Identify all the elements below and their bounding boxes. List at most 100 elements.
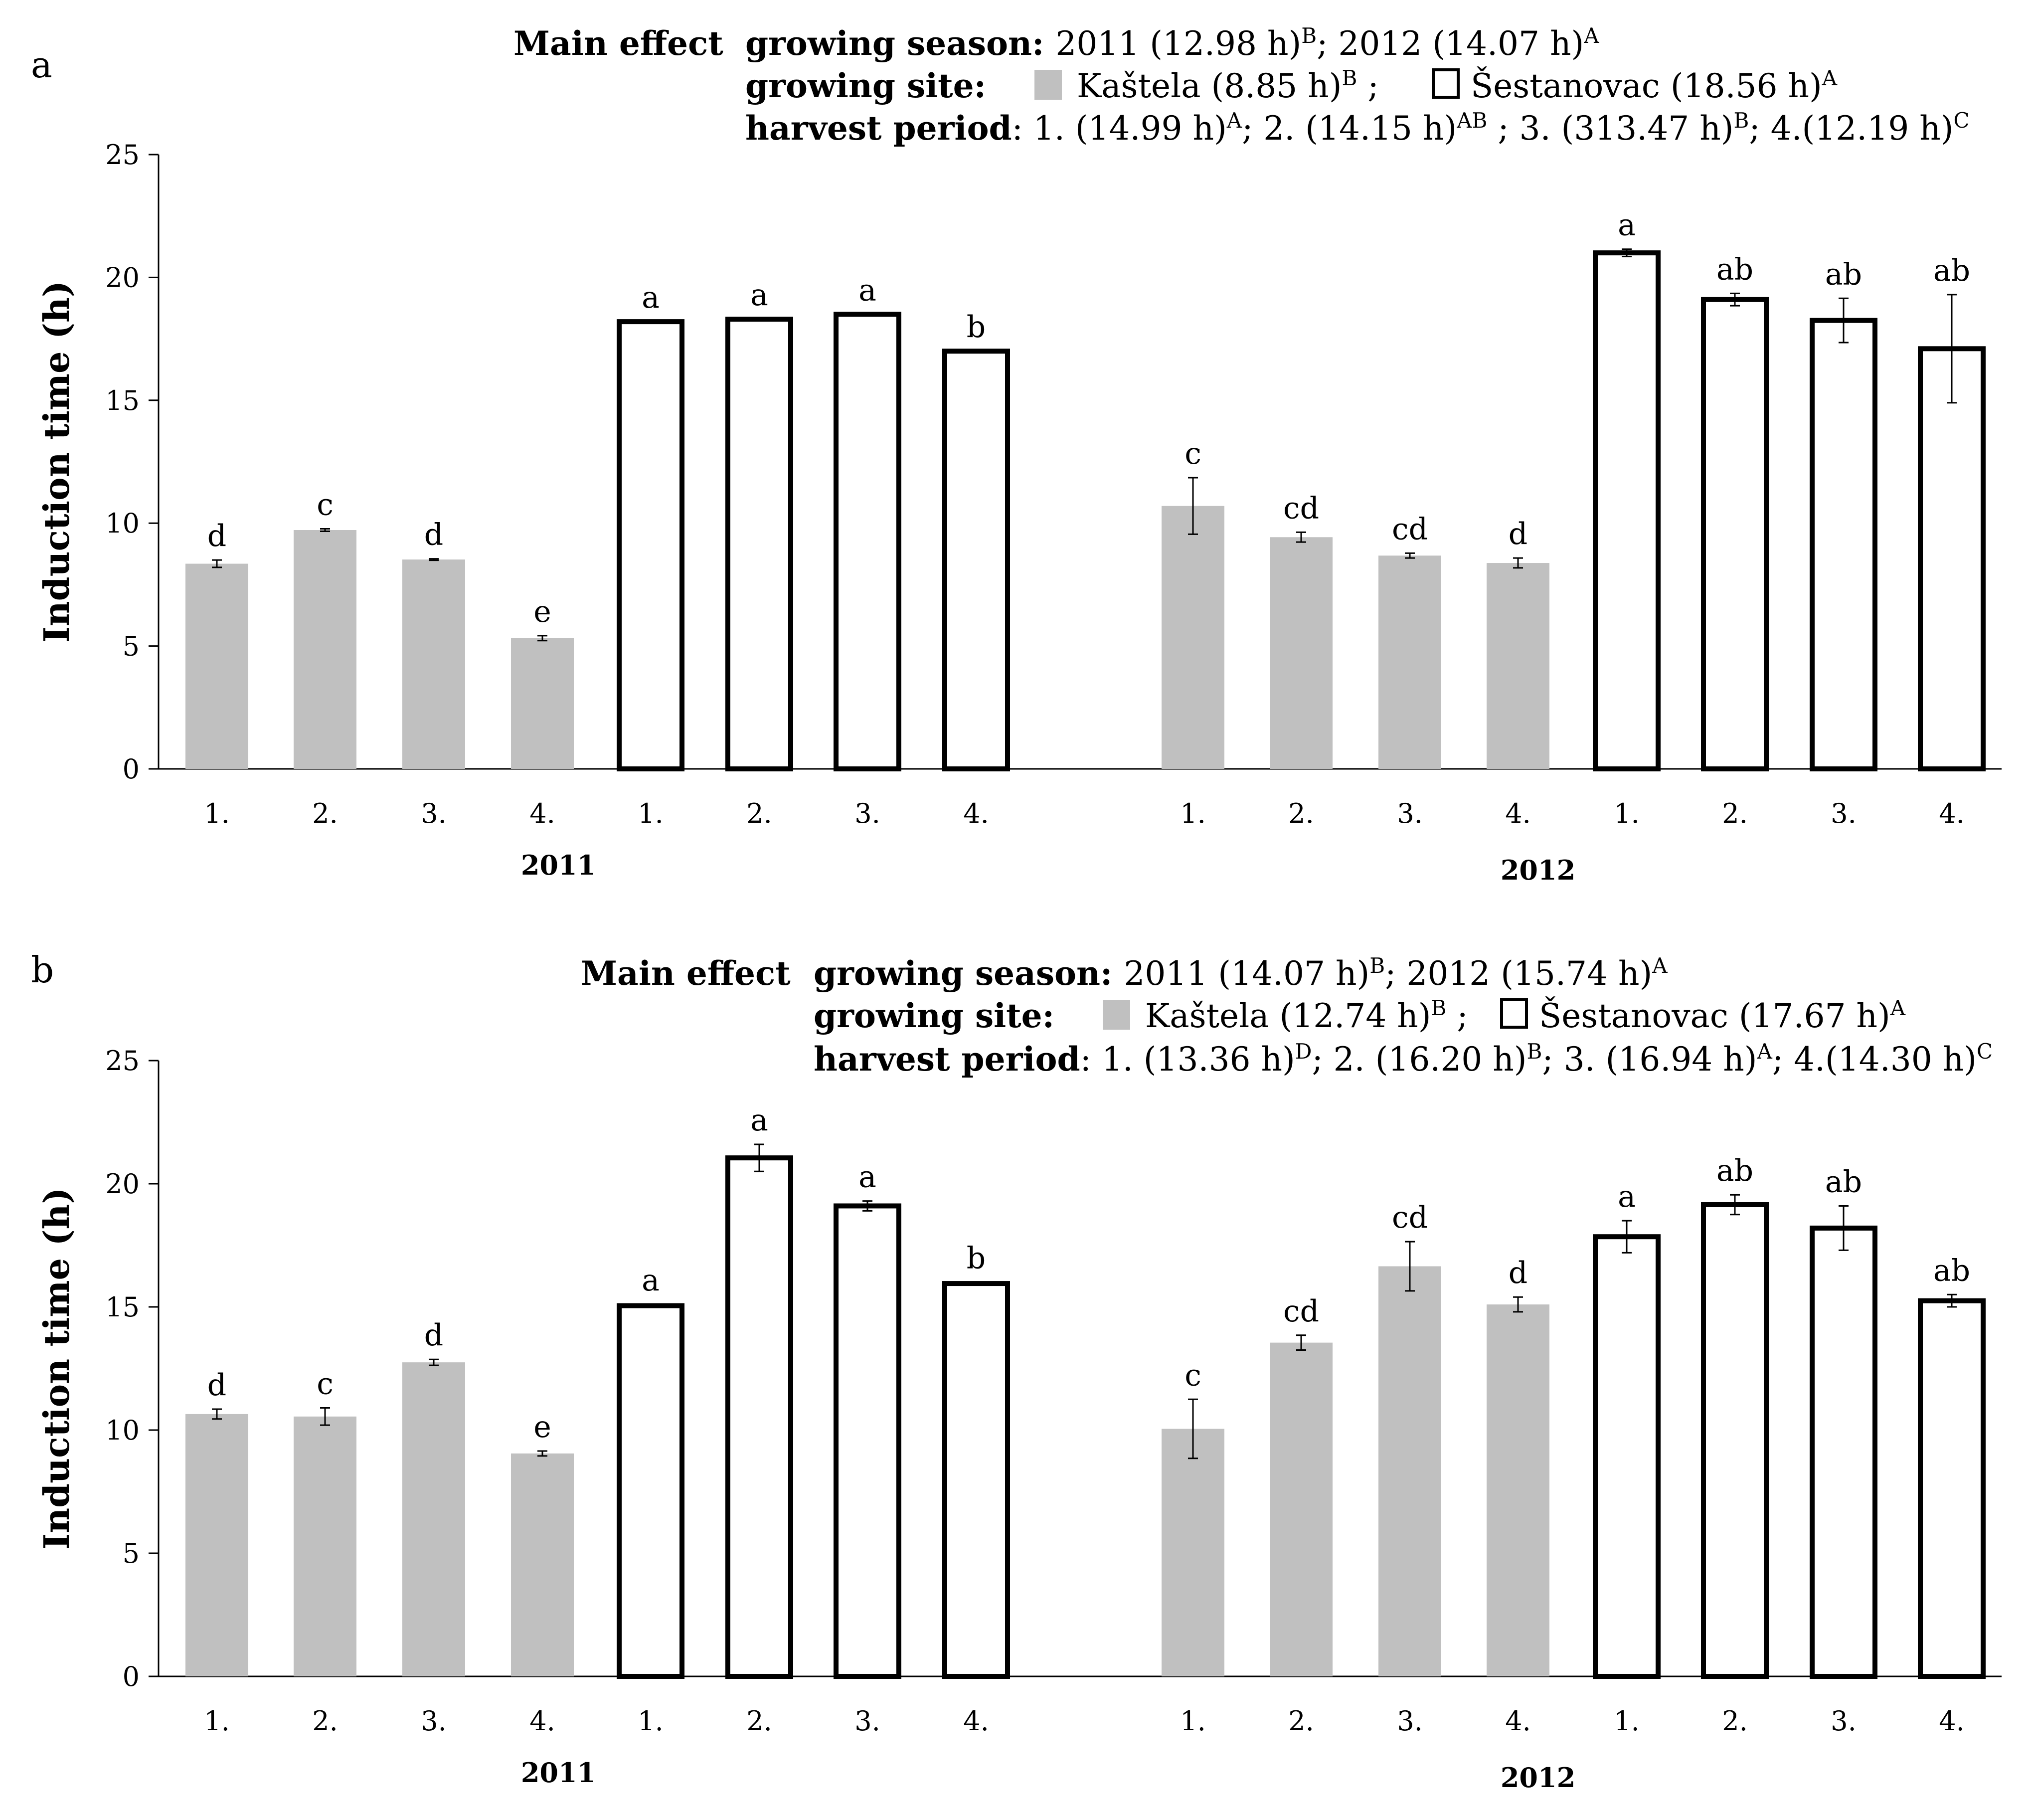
bar-kastela-2011-2 bbox=[294, 1416, 356, 1676]
legend-swatch-sestanovac bbox=[1500, 998, 1528, 1029]
bar-sestanovac-2012-3 bbox=[1810, 318, 1877, 771]
group-label-2011: 2011 bbox=[521, 1757, 596, 1789]
significance-letter: d bbox=[424, 1318, 443, 1353]
chart-panel-a: a Main effect growing season: 2011 (12.98 … bbox=[31, 23, 2002, 886]
significance-letter: ab bbox=[1716, 1153, 1753, 1188]
significance-letter: d bbox=[207, 519, 226, 553]
x-tick-label: 4. bbox=[529, 798, 555, 829]
x-tick-label: 4. bbox=[1939, 798, 1965, 829]
x-tick-label: 4. bbox=[963, 798, 989, 829]
bar-kastela-2012-3 bbox=[1378, 1266, 1441, 1676]
group-label-2012: 2012 bbox=[1501, 1762, 1575, 1794]
significance-letter: cd bbox=[1283, 1294, 1319, 1329]
x-tick-label: 4. bbox=[1939, 1705, 1965, 1737]
significance-letter: a bbox=[642, 1263, 660, 1298]
y-axis-label: Induction time (h) bbox=[36, 1187, 77, 1549]
x-tick-label: 2. bbox=[312, 1705, 338, 1737]
header-site-label: growing site: bbox=[814, 996, 1054, 1035]
y-tick-label: 15 bbox=[105, 1291, 140, 1323]
header-season: growing season: 2011 (12.98 h)B​; 2012 (… bbox=[745, 23, 1599, 63]
significance-letter: a bbox=[1618, 208, 1636, 243]
significance-letter: c bbox=[1185, 436, 1201, 471]
significance-letter: a bbox=[750, 278, 768, 313]
y-tick-label: 10 bbox=[105, 508, 140, 539]
significance-letter: e bbox=[533, 1410, 551, 1445]
bar-kastela-2012-1 bbox=[1162, 506, 1224, 769]
y-tick-label: 0 bbox=[123, 753, 140, 785]
significance-letter: cd bbox=[1392, 512, 1428, 546]
bar-kastela-2012-2 bbox=[1270, 537, 1333, 769]
legend-label-kastela: Kaštela (8.85 h)B​ ; bbox=[1077, 66, 1379, 105]
header-harvest: harvest period: 1. (14.99 h)A​; 2. (14.1… bbox=[745, 108, 1970, 148]
significance-letter: ab bbox=[1933, 1253, 1970, 1288]
significance-letter: ab bbox=[1716, 252, 1753, 287]
bar-kastela-2012-2 bbox=[1270, 1342, 1333, 1676]
bar-sestanovac-2011-3 bbox=[834, 1203, 901, 1679]
header-site-label: growing site: bbox=[745, 66, 986, 105]
bar-sestanovac-2012-4 bbox=[1918, 1298, 1986, 1679]
x-tick-label: 3. bbox=[1831, 798, 1857, 829]
bar-kastela-2011-1 bbox=[185, 563, 248, 769]
bar-kastela-2011-2 bbox=[294, 530, 356, 769]
significance-letter: c bbox=[317, 1367, 334, 1402]
y-tick-label: 0 bbox=[123, 1661, 140, 1692]
y-tick-label: 5 bbox=[123, 631, 140, 662]
x-tick-label: 1. bbox=[204, 1705, 230, 1737]
legend-label-sestanovac: Šestanovac (18.56 h)A​ bbox=[1471, 66, 1838, 105]
x-tick-label: 2. bbox=[1288, 798, 1314, 829]
x-tick-label: 3. bbox=[1397, 798, 1423, 829]
x-tick-label: 1. bbox=[638, 1705, 664, 1737]
panel-letter: a bbox=[31, 44, 52, 86]
header-harvest: harvest period: 1. (13.36 h)D​; 2. (16.2… bbox=[814, 1039, 1993, 1079]
bar-kastela-2011-3 bbox=[402, 1362, 465, 1676]
x-tick-label: 2. bbox=[1722, 798, 1748, 829]
legend-label-sestanovac: Šestanovac (17.67 h)A​ bbox=[1539, 996, 1906, 1035]
x-tick-label: 4. bbox=[963, 1705, 989, 1737]
bar-kastela-2012-4 bbox=[1487, 563, 1549, 769]
significance-letter: d bbox=[1509, 517, 1527, 551]
legend-swatch-kastela bbox=[1034, 70, 1062, 100]
significance-letter: a bbox=[858, 273, 876, 308]
x-tick-label: 3. bbox=[854, 1705, 880, 1737]
x-tick-label: 3. bbox=[421, 798, 447, 829]
bar-sestanovac-2011-1 bbox=[617, 319, 684, 771]
y-tick-label: 5 bbox=[123, 1538, 140, 1569]
legend-swatch-kastela bbox=[1103, 1000, 1130, 1030]
bar-kastela-2011-4 bbox=[511, 638, 574, 769]
x-tick-label: 2. bbox=[746, 798, 772, 829]
x-tick-label: 1. bbox=[1614, 1705, 1640, 1737]
significance-letter: d bbox=[424, 518, 443, 552]
panel-letter: b bbox=[31, 949, 54, 991]
x-tick-label: 1. bbox=[1614, 798, 1640, 829]
x-tick-label: 4. bbox=[1505, 798, 1531, 829]
bar-sestanovac-2011-1 bbox=[617, 1303, 684, 1679]
significance-letter: a bbox=[642, 280, 660, 315]
main-effect-label: Main effect bbox=[513, 24, 723, 63]
significance-letter: b bbox=[967, 1241, 986, 1276]
x-tick-label: 1. bbox=[1180, 798, 1206, 829]
y-tick-label: 15 bbox=[105, 385, 140, 416]
significance-letter: e bbox=[533, 594, 551, 629]
y-tick-label: 20 bbox=[105, 1168, 140, 1200]
bar-sestanovac-2012-3 bbox=[1810, 1225, 1877, 1679]
bar-sestanovac-2011-2 bbox=[725, 317, 793, 771]
bar-sestanovac-2011-4 bbox=[942, 1281, 1010, 1679]
x-tick-label: 4. bbox=[529, 1705, 555, 1737]
legend-label-kastela: Kaštela (12.74 h)B​ ; bbox=[1145, 996, 1468, 1035]
significance-letter: cd bbox=[1392, 1200, 1428, 1235]
y-tick-label: 20 bbox=[105, 262, 140, 293]
x-tick-label: 3. bbox=[421, 1705, 447, 1737]
bar-kastela-2012-1 bbox=[1162, 1429, 1224, 1676]
significance-letter: a bbox=[750, 1103, 768, 1138]
x-tick-label: 1. bbox=[204, 798, 230, 829]
x-tick-label: 3. bbox=[1397, 1705, 1423, 1737]
bar-sestanovac-2011-4 bbox=[942, 349, 1010, 771]
significance-letter: d bbox=[207, 1368, 226, 1403]
bar-sestanovac-2012-4 bbox=[1918, 346, 1986, 771]
significance-letter: ab bbox=[1825, 257, 1862, 292]
bar-kastela-2011-1 bbox=[185, 1414, 248, 1676]
y-axis-label: Induction time (h) bbox=[36, 281, 77, 643]
significance-letter: ab bbox=[1933, 253, 1970, 288]
significance-letter: a bbox=[1618, 1179, 1636, 1214]
